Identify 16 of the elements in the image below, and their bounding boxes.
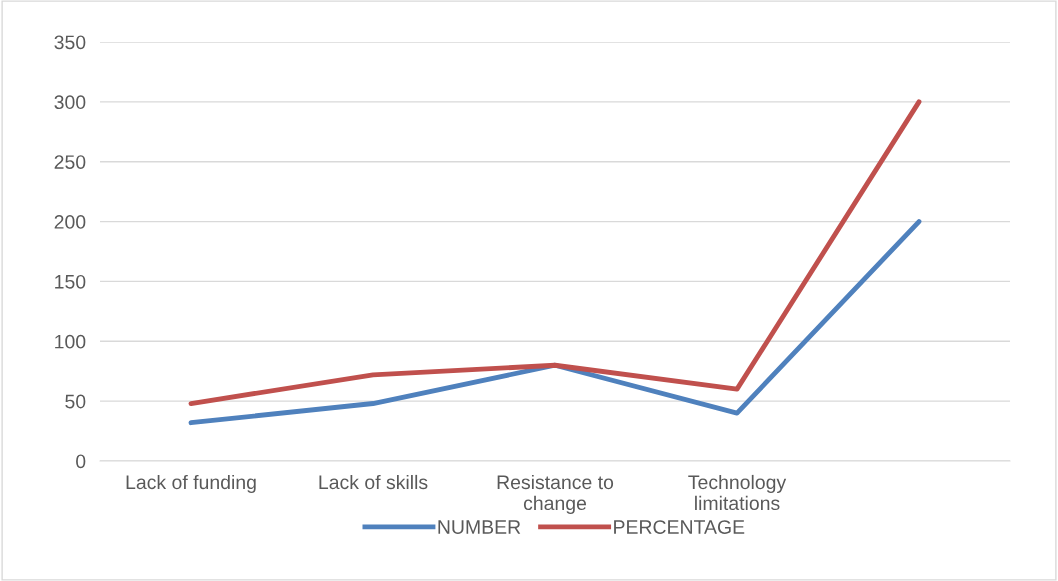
y-tick-label: 350 [54,35,86,50]
y-tick-label: 100 [55,334,86,349]
y-tick-label: 250 [54,155,86,169]
legend-label: NUMBER [438,520,521,534]
x-tick-label: Resistance to change [497,474,614,514]
x-tick-label: Lack of funding [126,474,256,494]
line-series [188,99,922,406]
y-tick-label: 150 [55,274,86,289]
y-tick-label: 0 [76,454,86,469]
y-tick-label: 200 [54,215,86,229]
x-tick-label: Technology limitations [688,474,787,511]
legend-label: PERCENTAGE [614,520,745,534]
line-series [188,219,922,426]
y-tick-label: 300 [54,95,86,110]
x-tick-label: Lack of skills [319,474,428,490]
y-tick-label: 50 [65,394,86,409]
